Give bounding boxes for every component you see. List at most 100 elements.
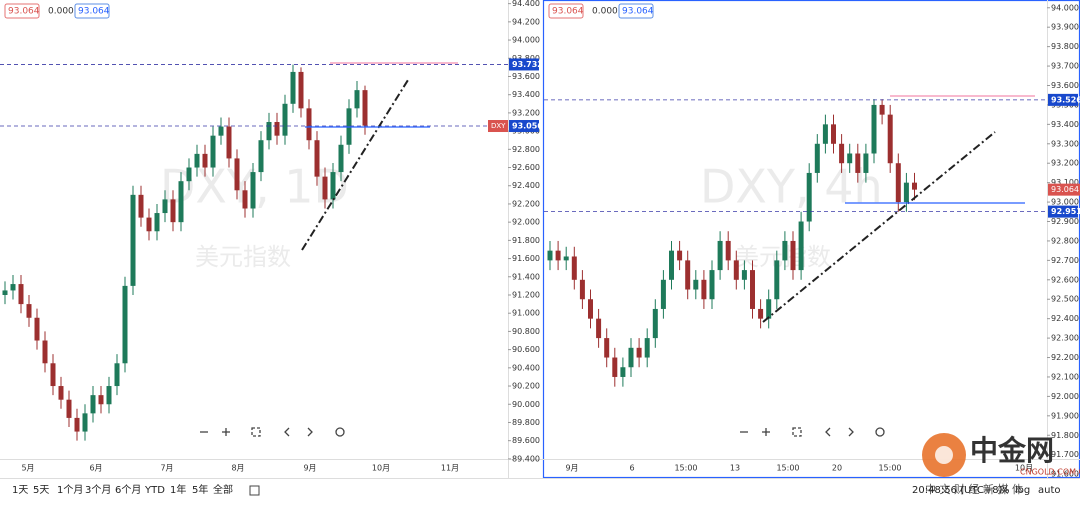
y-tick-label: 89.800 (512, 418, 540, 427)
axis-option[interactable]: log (1015, 485, 1030, 496)
candle-body (290, 71, 296, 104)
candle-body (620, 367, 626, 377)
y-tick-label: 91.800 (1051, 431, 1079, 440)
candle-body (814, 143, 820, 173)
price-label: 92.951 (1051, 207, 1080, 216)
candle-body (555, 250, 561, 261)
axis-option[interactable]: auto (1038, 485, 1061, 496)
legend-value: 0.000 (592, 7, 618, 17)
compare-icon[interactable] (249, 485, 260, 496)
x-tick-label: 9月 (565, 464, 578, 473)
candle-body (362, 90, 368, 126)
y-tick-label: 91.600 (1051, 470, 1079, 479)
y-tick-label: 94.000 (1051, 3, 1079, 12)
candle-body (774, 260, 780, 300)
y-tick-label: 93.800 (1051, 42, 1079, 51)
symbol-tag-box (488, 120, 508, 133)
y-tick-label: 91.200 (512, 290, 540, 299)
axis-option[interactable]: % (1000, 485, 1010, 496)
candle-body (354, 90, 360, 109)
candle-body (162, 199, 168, 214)
candle-body (170, 199, 176, 223)
candle-body (42, 340, 48, 364)
chart-layer: DXY, 1D美元指数89.40089.60089.80090.00090.20… (0, 0, 1080, 479)
candle-body (26, 304, 32, 318)
x-tick-label: 15:00 (776, 464, 799, 473)
candle-body (863, 153, 869, 173)
x-tick-label: 5月 (21, 464, 34, 473)
candle-body (596, 318, 602, 339)
range-button[interactable]: 1年 (170, 483, 186, 496)
candle-body (733, 260, 739, 280)
y-tick-label: 92.000 (512, 218, 540, 227)
range-button[interactable]: 1个月 (57, 484, 83, 496)
candle-body (66, 399, 72, 418)
range-button[interactable]: 3个月 (85, 484, 111, 496)
candle-body (202, 153, 208, 168)
candle-body (146, 217, 152, 232)
x-tick-label: 9月 (303, 464, 316, 473)
candle-body (839, 143, 845, 164)
candle-body (628, 347, 634, 368)
candle-body (50, 363, 56, 387)
y-tick-label: 92.000 (1051, 392, 1079, 401)
x-tick-label: 10月 (372, 464, 390, 473)
candle-body (250, 172, 256, 209)
candle-body (130, 194, 136, 286)
candle-body (58, 386, 64, 400)
candle-body (895, 163, 901, 203)
price-label-box (1048, 93, 1078, 106)
range-button[interactable]: YTD (144, 485, 165, 496)
price-label-box (509, 58, 539, 71)
candle-body (226, 126, 232, 159)
candle-body (766, 299, 772, 319)
y-tick-label: 90.000 (512, 400, 540, 409)
y-tick-label: 92.400 (1051, 314, 1079, 323)
candle-body (338, 144, 344, 173)
last-price-label: 93.064 (1051, 185, 1079, 194)
candle-body (709, 270, 715, 300)
candle-body (258, 140, 264, 173)
nav-buttons[interactable] (200, 427, 885, 437)
y-tick-label: 92.300 (1051, 334, 1079, 343)
candle-body (652, 308, 658, 339)
y-tick-label: 93.800 (512, 54, 540, 63)
clock: 20:48:56 (UTC+8) (912, 485, 1003, 496)
y-tick-label: 93.600 (512, 72, 540, 81)
candle-body (34, 317, 40, 341)
candle-body (122, 285, 128, 364)
range-button[interactable]: 全部 (213, 483, 233, 496)
legend-value: 93.064 (622, 7, 654, 17)
candle-body (677, 250, 683, 261)
y-tick-label: 93.400 (512, 90, 540, 99)
candle-body (298, 71, 304, 109)
price-label: 93.056 (512, 122, 543, 131)
candle-body (758, 308, 764, 319)
candle-body (82, 413, 88, 432)
y-tick-label: 94.400 (512, 0, 540, 8)
range-button[interactable]: 5年 (192, 483, 208, 496)
candle-body (242, 190, 248, 209)
y-tick-label: 89.400 (512, 454, 540, 463)
logo-url: CNGOLD.COM.CN (1020, 468, 1080, 477)
y-tick-label: 90.600 (512, 345, 540, 354)
legend-value-box (618, 3, 654, 19)
logo-name: 中金网 (970, 434, 1054, 467)
price-label: 93.526 (1051, 95, 1080, 104)
range-button[interactable]: 5天 (33, 485, 49, 496)
candle-body (604, 338, 610, 358)
candle-body (725, 240, 731, 261)
range-button[interactable]: 6个月 (115, 484, 141, 496)
y-tick-label: 92.200 (512, 199, 540, 208)
y-tick-label: 92.600 (512, 163, 540, 172)
y-tick-label: 93.000 (1051, 198, 1079, 207)
price-label-box (509, 120, 539, 133)
legend-value: 93.064 (8, 7, 40, 17)
candle-body (274, 122, 280, 136)
candle-body (218, 126, 224, 136)
price-label: 93.732 (512, 60, 543, 69)
trend-line (301, 79, 409, 251)
y-tick-label: 94.200 (512, 17, 540, 26)
range-button[interactable]: 1天 (12, 485, 28, 496)
